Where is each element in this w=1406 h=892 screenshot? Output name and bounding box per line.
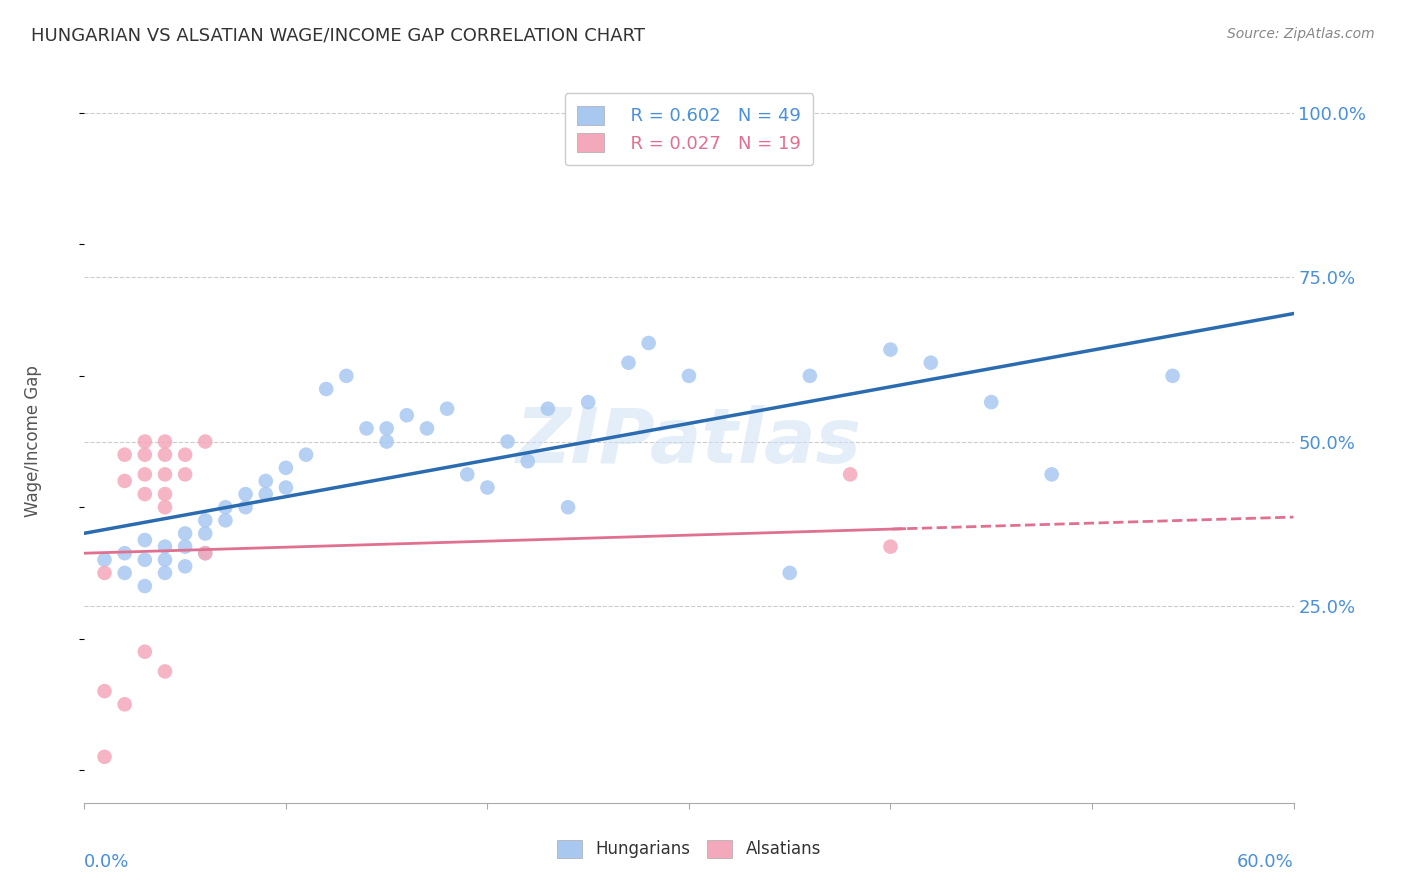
- Point: [375, 434, 398, 449]
- Point: [114, 474, 136, 488]
- Point: [93, 684, 115, 698]
- Point: [254, 474, 277, 488]
- Point: [194, 526, 217, 541]
- Point: [920, 356, 942, 370]
- Point: [174, 540, 197, 554]
- Point: [174, 559, 197, 574]
- Point: [516, 454, 538, 468]
- Point: [235, 487, 257, 501]
- Point: [254, 487, 277, 501]
- Point: [114, 546, 136, 560]
- Point: [274, 481, 297, 495]
- Point: [617, 356, 640, 370]
- Point: [153, 487, 176, 501]
- Point: [153, 540, 176, 554]
- Point: [174, 467, 197, 482]
- Point: [194, 546, 217, 560]
- Point: [114, 698, 136, 712]
- Point: [576, 395, 599, 409]
- Legend: Hungarians, Alsatians: Hungarians, Alsatians: [548, 831, 830, 867]
- Point: [879, 343, 901, 357]
- Point: [153, 566, 176, 580]
- Point: [134, 467, 156, 482]
- Text: HUNGARIAN VS ALSATIAN WAGE/INCOME GAP CORRELATION CHART: HUNGARIAN VS ALSATIAN WAGE/INCOME GAP CO…: [31, 27, 645, 45]
- Point: [134, 487, 156, 501]
- Point: [153, 665, 176, 679]
- Point: [436, 401, 458, 416]
- Point: [134, 645, 156, 659]
- Point: [93, 749, 115, 764]
- Point: [194, 546, 217, 560]
- Text: 0.0%: 0.0%: [84, 854, 129, 871]
- Y-axis label: Wage/Income Gap: Wage/Income Gap: [24, 366, 42, 517]
- Point: [335, 368, 357, 383]
- Point: [496, 434, 519, 449]
- Point: [315, 382, 337, 396]
- Point: [153, 553, 176, 567]
- Point: [1161, 368, 1184, 383]
- Point: [274, 460, 297, 475]
- Point: [416, 421, 439, 435]
- Text: 60.0%: 60.0%: [1237, 854, 1294, 871]
- Point: [153, 448, 176, 462]
- Point: [879, 540, 901, 554]
- Point: [174, 448, 197, 462]
- Point: [134, 579, 156, 593]
- Point: [779, 566, 801, 580]
- Point: [153, 434, 176, 449]
- Point: [93, 553, 115, 567]
- Point: [134, 448, 156, 462]
- Text: ZIPatlas: ZIPatlas: [516, 405, 862, 478]
- Point: [153, 467, 176, 482]
- Point: [235, 500, 257, 515]
- Point: [174, 526, 197, 541]
- Point: [637, 336, 659, 351]
- Point: [557, 500, 579, 515]
- Text: Source: ZipAtlas.com: Source: ZipAtlas.com: [1227, 27, 1375, 41]
- Point: [194, 513, 217, 527]
- Point: [839, 467, 862, 482]
- Point: [537, 401, 560, 416]
- Point: [678, 368, 700, 383]
- Point: [456, 467, 478, 482]
- Point: [395, 409, 418, 423]
- Point: [114, 566, 136, 580]
- Point: [295, 448, 318, 462]
- Point: [477, 481, 499, 495]
- Point: [93, 566, 115, 580]
- Point: [194, 434, 217, 449]
- Point: [375, 421, 398, 435]
- Point: [114, 448, 136, 462]
- Point: [214, 500, 236, 515]
- Point: [799, 368, 821, 383]
- Point: [980, 395, 1002, 409]
- Point: [214, 513, 236, 527]
- Point: [134, 533, 156, 547]
- Point: [153, 500, 176, 515]
- Point: [356, 421, 378, 435]
- Point: [1040, 467, 1063, 482]
- Point: [134, 553, 156, 567]
- Point: [134, 434, 156, 449]
